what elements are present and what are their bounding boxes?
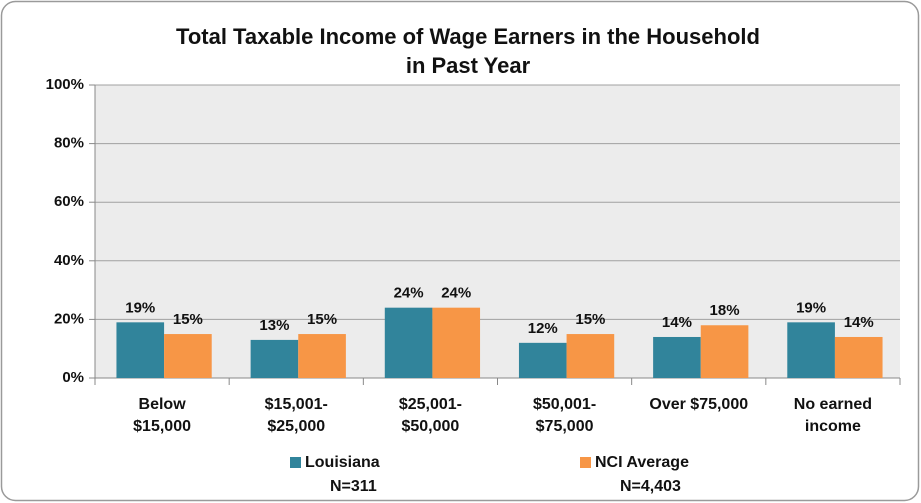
- data-label: 13%: [259, 317, 289, 334]
- bar: [116, 322, 165, 378]
- x-tick-label: $25,001-: [399, 396, 462, 413]
- chart-title: Total Taxable Income of Wage Earners in …: [176, 24, 760, 49]
- x-tick-label: No earned: [794, 396, 872, 413]
- y-tick-label: 80%: [54, 135, 84, 152]
- bar: [700, 325, 749, 378]
- x-tick-label: income: [805, 418, 861, 435]
- legend-swatch: [290, 457, 301, 468]
- x-tick-label: Below: [139, 396, 187, 413]
- legend-sample-size: N=311: [330, 478, 377, 495]
- y-tick-label: 20%: [54, 310, 84, 327]
- data-label: 12%: [528, 320, 558, 337]
- bar: [653, 336, 701, 378]
- data-label: 24%: [441, 285, 471, 302]
- x-tick-label: Over $75,000: [649, 396, 748, 413]
- bar: [834, 336, 883, 378]
- data-label: 19%: [796, 299, 826, 316]
- bar: [518, 342, 567, 378]
- bar: [298, 334, 346, 378]
- chart-title: in Past Year: [406, 53, 531, 78]
- x-tick-label: $25,000: [267, 418, 325, 435]
- y-tick-label: 100%: [46, 76, 84, 93]
- bar: [384, 307, 433, 378]
- bar: [250, 339, 299, 378]
- data-label: 18%: [710, 302, 740, 319]
- y-tick-label: 60%: [54, 193, 84, 210]
- y-tick-label: 40%: [54, 252, 84, 269]
- x-tick-label: $15,001-: [265, 396, 328, 413]
- x-tick-label: $75,000: [536, 418, 594, 435]
- data-label: 15%: [575, 311, 605, 328]
- data-label: 14%: [844, 314, 874, 331]
- data-label: 15%: [307, 311, 337, 328]
- legend-label: Louisiana: [305, 454, 380, 471]
- x-tick-label: $50,000: [401, 418, 459, 435]
- bar: [787, 322, 835, 378]
- plot-area: [95, 85, 900, 378]
- x-tick-label: $15,000: [133, 418, 191, 435]
- x-tick-label: $50,001-: [533, 396, 596, 413]
- legend-label: NCI Average: [595, 454, 689, 471]
- data-label: 15%: [173, 311, 203, 328]
- data-label: 19%: [125, 299, 155, 316]
- legend-sample-size: N=4,403: [620, 478, 681, 495]
- y-tick-label: 0%: [62, 369, 84, 386]
- data-label: 14%: [662, 314, 692, 331]
- bar: [164, 334, 212, 378]
- bar: [566, 334, 615, 378]
- data-label: 24%: [394, 285, 424, 302]
- legend-swatch: [580, 457, 591, 468]
- bar: [432, 307, 481, 378]
